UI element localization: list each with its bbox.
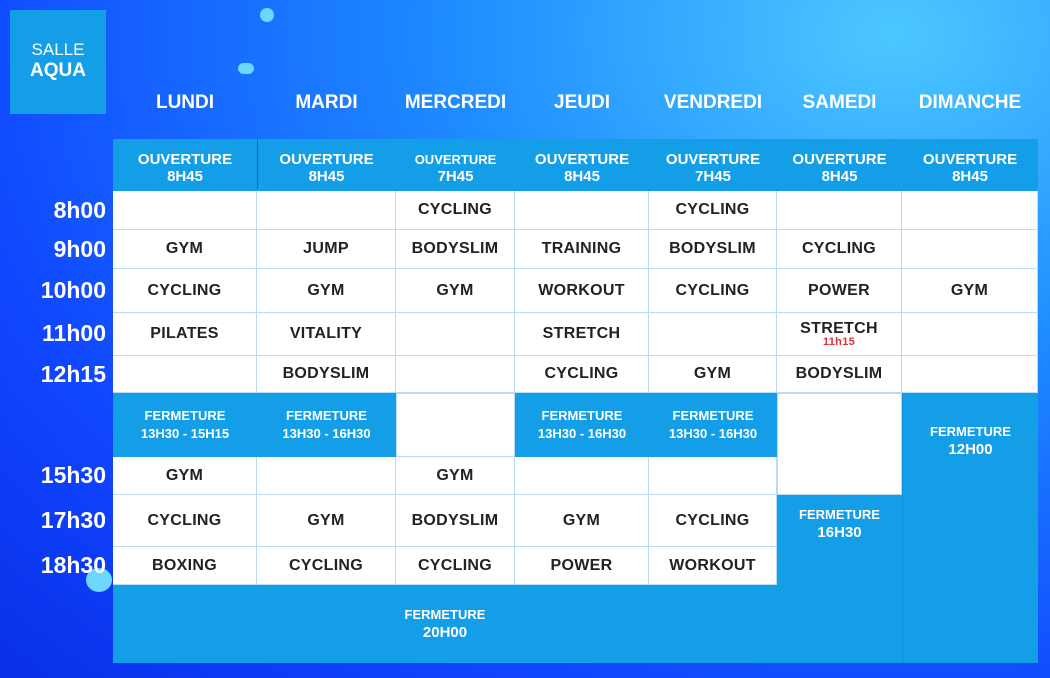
bubble-decoration	[260, 8, 274, 22]
class-cell[interactable]	[515, 457, 649, 495]
time-label: 12h15	[40, 361, 106, 387]
closure-jeudi: FERMETURE 13H30 - 16H30	[537, 408, 627, 441]
class-cell[interactable]: POWER	[777, 269, 902, 313]
day-header-mardi: MARDI	[295, 92, 358, 113]
class-cell[interactable]: GYM	[649, 356, 777, 393]
class-cell[interactable]: PILATES	[113, 313, 257, 356]
day-header-vendredi: VENDREDI	[663, 92, 763, 113]
closure-vendredi: FERMETURE 13H30 - 16H30	[668, 408, 758, 441]
class-cell[interactable]: WORKOUT	[515, 269, 649, 313]
closure-dimanche: FERMETURE 12H00	[902, 393, 1038, 489]
class-cell[interactable]: WORKOUT	[649, 547, 777, 585]
opening-jeudi: OUVERTURE 8H45	[534, 151, 630, 185]
class-cell[interactable]: CYCLING	[515, 356, 649, 393]
room-name: AQUA	[30, 60, 86, 81]
room-label: SALLE	[31, 40, 85, 59]
closure-samedi: FERMETURE 16H30	[799, 507, 880, 541]
class-cell[interactable]: BODYSLIM	[396, 495, 515, 547]
class-cell[interactable]: CYCLING	[649, 191, 777, 230]
class-cell[interactable]	[649, 457, 777, 495]
class-cell[interactable]: GYM	[257, 269, 396, 313]
class-cell[interactable]: GYM	[113, 457, 257, 495]
class-cell[interactable]	[396, 356, 515, 393]
class-cell[interactable]	[515, 191, 649, 230]
time-label: 10h00	[40, 277, 106, 303]
class-cell[interactable]	[396, 313, 515, 356]
class-cell[interactable]	[649, 313, 777, 356]
day-header-samedi: SAMEDI	[802, 92, 877, 113]
closure-lundi: FERMETURE 13H30 - 15H15	[140, 408, 230, 441]
opening-mardi: OUVERTURE 8H45	[279, 151, 374, 185]
opening-lundi: OUVERTURE 8H45	[137, 151, 233, 185]
opening-dimanche: OUVERTURE 8H45	[922, 151, 1018, 185]
class-cell[interactable]	[902, 313, 1038, 356]
class-cell[interactable]: CYCLING	[649, 495, 777, 547]
day-header-mercredi: MERCREDI	[404, 92, 507, 113]
class-cell[interactable]: BODYSLIM	[777, 356, 902, 393]
class-cell[interactable]: STRETCH	[515, 313, 649, 356]
class-cell[interactable]: GYM	[396, 457, 515, 495]
day-header-dimanche: DIMANCHE	[918, 92, 1022, 113]
class-cell[interactable]	[113, 356, 257, 393]
class-cell[interactable]: GYM	[113, 230, 257, 269]
time-label: 8h00	[53, 197, 106, 223]
closure-evening: FERMETURE 20H00	[404, 607, 486, 641]
class-name: STRETCH	[800, 319, 878, 337]
class-cell[interactable]: VITALITY	[257, 313, 396, 356]
class-cell[interactable]: BODYSLIM	[257, 356, 396, 393]
day-header-jeudi: JEUDI	[554, 92, 610, 113]
class-cell[interactable]: CYCLING	[396, 191, 515, 230]
time-label: 17h30	[40, 507, 106, 533]
time-label: 18h30	[40, 552, 106, 578]
class-cell[interactable]: CYCLING	[113, 269, 257, 313]
bubble-decoration	[238, 63, 254, 74]
opening-mercredi: OUVERTURE 7H45	[414, 152, 497, 185]
class-cell[interactable]: CYCLING	[396, 547, 515, 585]
class-time-note: 11h15	[822, 335, 856, 348]
closure-mardi: FERMETURE 13H30 - 16H30	[282, 408, 371, 441]
time-label: 11h00	[42, 320, 106, 346]
class-cell[interactable]	[902, 230, 1038, 269]
class-cell[interactable]: CYCLING	[649, 269, 777, 313]
bubble-decoration	[86, 568, 112, 592]
class-cell[interactable]: GYM	[396, 269, 515, 313]
class-cell[interactable]: JUMP	[257, 230, 396, 269]
schedule-grid: OUVERTURE 8H45 OUVERTURE 8H45 OUVERTURE 7H4…	[113, 139, 1038, 663]
class-cell[interactable]: BODYSLIM	[649, 230, 777, 269]
day-header-lundi: LUNDI	[155, 92, 215, 113]
class-cell[interactable]	[902, 356, 1038, 393]
class-cell[interactable]	[257, 191, 396, 230]
room-title-box: SALLE AQUA	[10, 10, 106, 114]
class-cell[interactable]: BOXING	[113, 547, 257, 585]
class-cell[interactable]: CYCLING	[113, 495, 257, 547]
class-cell[interactable]	[113, 191, 257, 230]
column-divider	[902, 489, 903, 663]
class-cell[interactable]	[777, 191, 902, 230]
class-cell[interactable]: STRETCH 11h15	[777, 313, 902, 356]
column-divider	[257, 139, 258, 189]
class-cell[interactable]: CYCLING	[777, 230, 902, 269]
empty-cell	[396, 393, 515, 457]
class-cell[interactable]: BODYSLIM	[396, 230, 515, 269]
class-cell[interactable]	[902, 191, 1038, 230]
opening-samedi: OUVERTURE 8H45	[792, 151, 887, 185]
empty-cell	[777, 393, 902, 495]
opening-vendredi: OUVERTURE 7H45	[665, 151, 761, 185]
class-cell[interactable]	[257, 457, 396, 495]
class-cell[interactable]: CYCLING	[257, 547, 396, 585]
class-cell[interactable]: GYM	[515, 495, 649, 547]
class-cell[interactable]: POWER	[515, 547, 649, 585]
class-cell[interactable]: TRAINING	[515, 230, 649, 269]
time-label: 9h00	[53, 236, 106, 262]
time-label: 15h30	[40, 462, 106, 488]
class-cell[interactable]: GYM	[257, 495, 396, 547]
class-cell[interactable]: GYM	[902, 269, 1038, 313]
